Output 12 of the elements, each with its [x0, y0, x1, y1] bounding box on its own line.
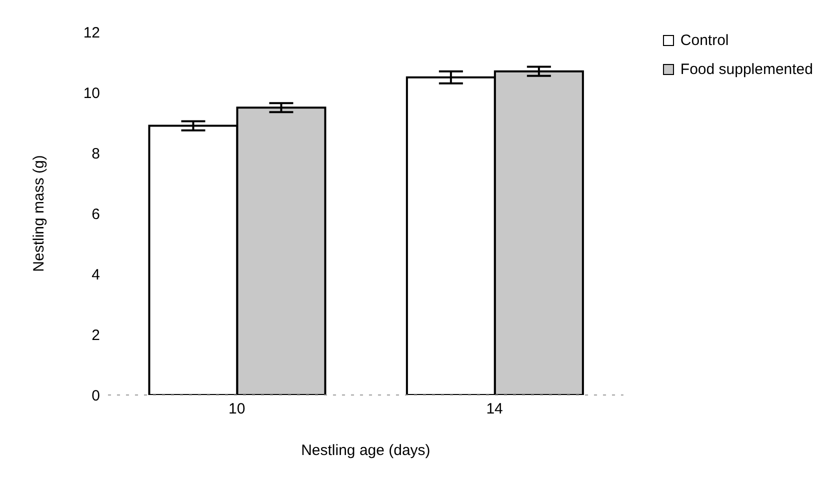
y-tick-label: 2	[92, 326, 100, 344]
y-tick-label: 6	[92, 206, 100, 223]
x-axis-title: Nestling age (days)	[301, 442, 430, 459]
y-tick-label: 10	[83, 84, 100, 102]
x-tick-label: 14	[486, 400, 503, 418]
y-axis-title: Nestling mass (g)	[30, 155, 48, 272]
y-tick-label: 4	[92, 266, 100, 284]
legend-label: Control	[680, 32, 729, 49]
y-tick-label: 0	[92, 387, 100, 404]
y-tick-label: 12	[83, 24, 100, 42]
legend-label: Food supplemented	[680, 61, 813, 78]
y-tick-label: 8	[92, 145, 100, 162]
